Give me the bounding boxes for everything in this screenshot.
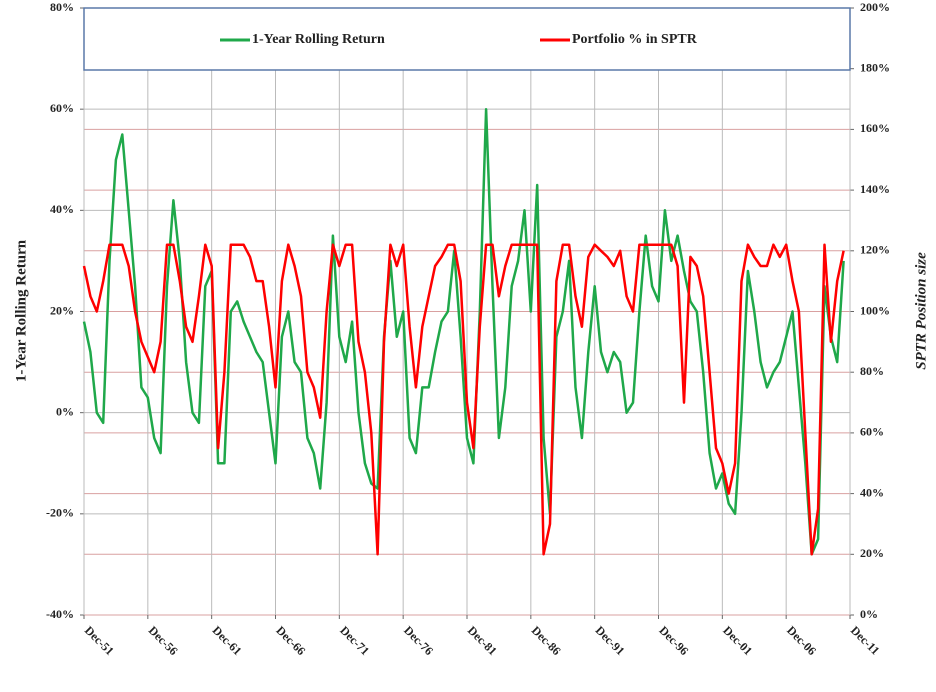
y-tick-label: 0% (56, 404, 74, 418)
x-tick-label: Dec-86 (529, 623, 564, 658)
x-tick-label: Dec-66 (273, 623, 308, 658)
legend (83, 7, 851, 71)
y2-tick-label: 20% (860, 546, 884, 560)
x-tick-label: Dec-91 (593, 623, 628, 658)
y2-tick-label: 60% (860, 425, 884, 439)
y2-tick-label: 120% (860, 243, 890, 257)
y2-tick-label: 140% (860, 182, 890, 196)
y-tick-label: 80% (50, 0, 74, 14)
x-tick-label: Dec-06 (784, 623, 819, 658)
y-tick-label: 20% (50, 303, 74, 317)
y2-tick-label: 0% (860, 607, 878, 621)
y-tick-label: -40% (46, 607, 74, 621)
x-tick-label: Dec-11 (848, 623, 882, 657)
x-tick-label: Dec-56 (146, 623, 181, 658)
y-axis-label: 1-Year Rolling Return (13, 239, 29, 382)
legend-label: 1-Year Rolling Return (252, 32, 385, 47)
y2-tick-label: 80% (860, 364, 884, 378)
x-tick-label: Dec-51 (82, 623, 117, 658)
y2-tick-label: 180% (860, 60, 890, 74)
y-tick-label: 40% (50, 202, 74, 216)
x-tick-label: Dec-61 (210, 623, 245, 658)
y-tick-label: -20% (46, 506, 74, 520)
series-line (82, 107, 845, 556)
series-line (82, 243, 845, 556)
x-tick-label: Dec-96 (656, 623, 691, 658)
x-tick-label: Dec-81 (465, 623, 500, 658)
y-tick-label: 60% (50, 101, 74, 115)
y2-tick-label: 40% (860, 485, 884, 499)
legend-label: Portfolio % in SPTR (572, 32, 698, 47)
y2-tick-label: 200% (860, 0, 890, 14)
y2-axis-label: SPTR Position size (913, 252, 929, 370)
y2-tick-label: 160% (860, 121, 890, 135)
x-tick-label: Dec-76 (401, 623, 436, 658)
x-tick-label: Dec-71 (337, 623, 372, 658)
x-tick-label: Dec-01 (720, 623, 755, 658)
y2-tick-label: 100% (860, 303, 890, 317)
